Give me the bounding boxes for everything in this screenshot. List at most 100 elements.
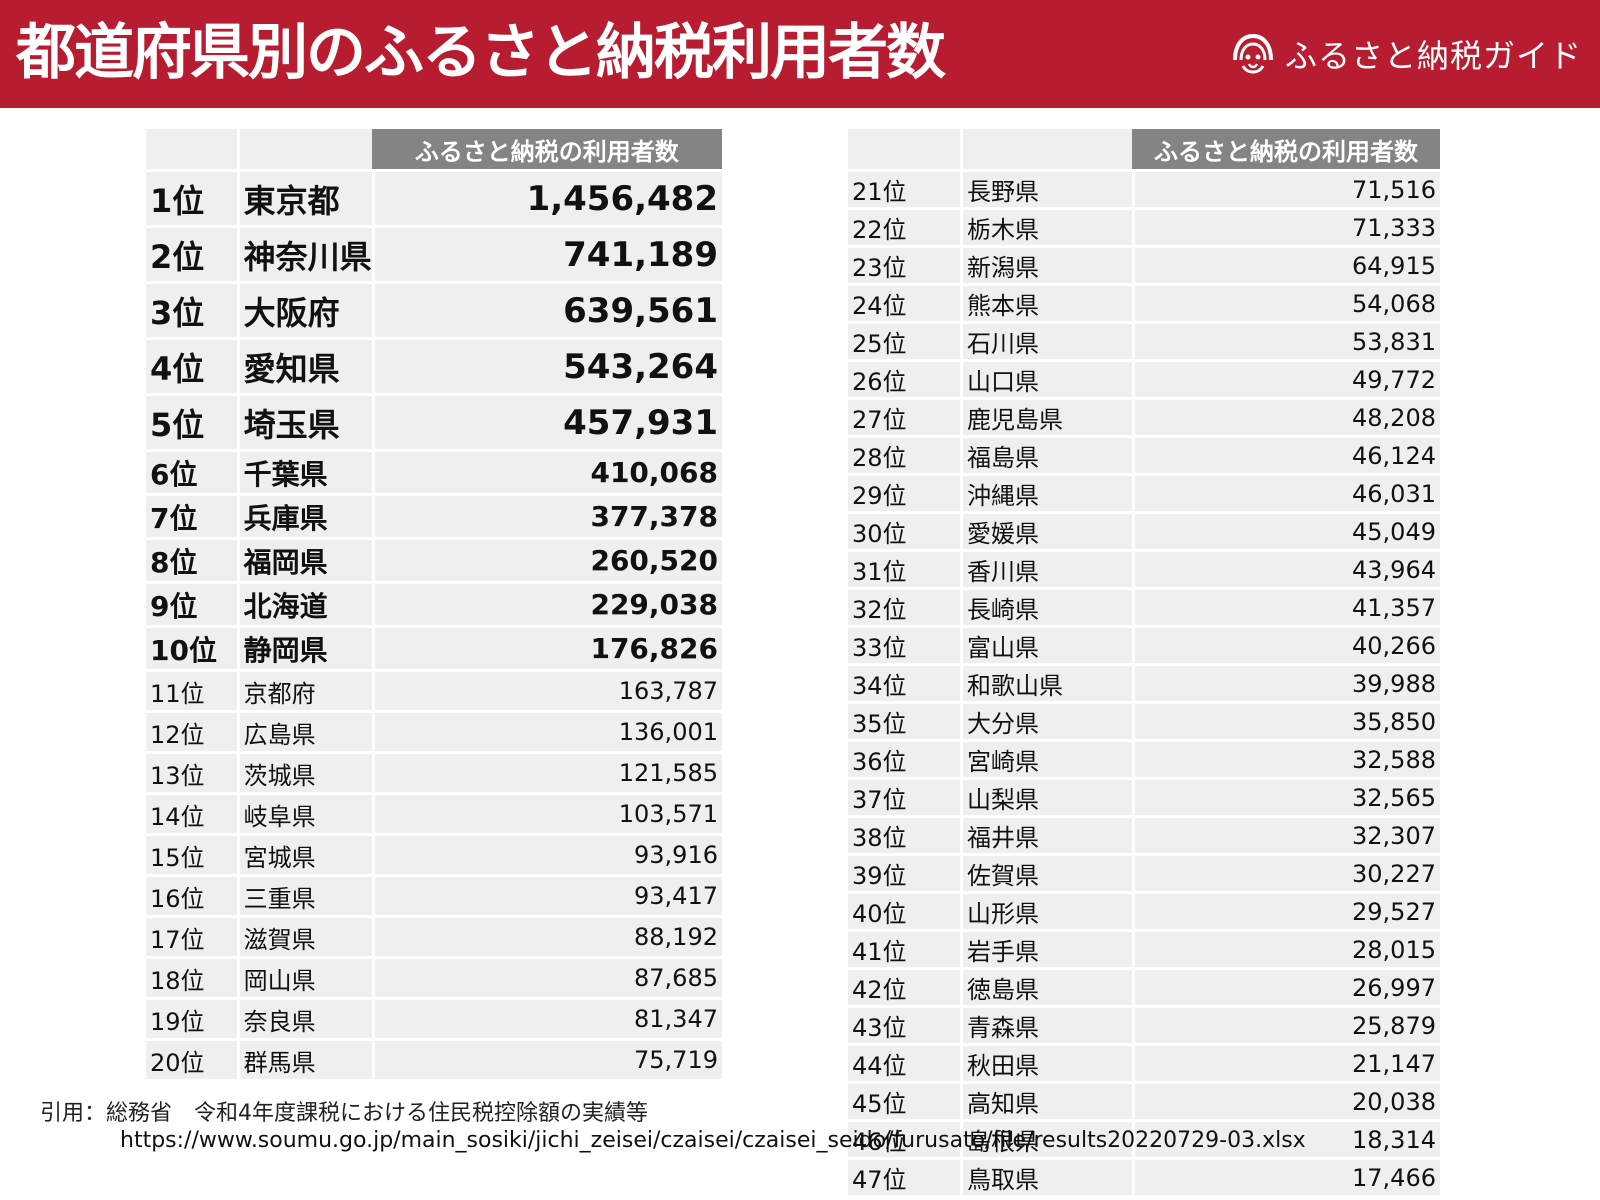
table-row: 30位 愛媛県 45,049 [848,514,1440,549]
user-count-cell: 410,068 [371,452,722,493]
rank-cell: 41位 [848,932,960,967]
table-row: 21位 長野県 71,516 [848,172,1440,207]
user-count-cell: 45,049 [1132,514,1440,549]
table-row: 4位 愛知県 543,264 [146,340,722,393]
prefecture-cell: 神奈川県 [236,228,372,281]
table-row: 47位 鳥取県 17,466 [848,1160,1440,1195]
table-row: 18位 岡山県 87,685 [146,959,722,997]
user-count-cell: 25,879 [1132,1008,1440,1043]
prefecture-cell: 福井県 [960,818,1132,853]
prefecture-cell: 福島県 [960,438,1132,473]
table-row: 5位 埼玉県 457,931 [146,396,722,449]
rank-cell: 22位 [848,210,960,245]
rank-cell: 31位 [848,552,960,587]
table-row: 26位 山口県 49,772 [848,362,1440,397]
prefecture-cell: 栃木県 [960,210,1132,245]
user-count-cell: 26,997 [1132,970,1440,1005]
rank-cell: 29位 [848,476,960,511]
user-count-cell: 88,192 [371,918,722,956]
rank-cell: 47位 [848,1160,960,1195]
prefecture-cell: 和歌山県 [960,666,1132,701]
rank-cell: 38位 [848,818,960,853]
furusato-logo-icon [1232,33,1273,74]
table-row: 40位 山形県 29,527 [848,894,1440,929]
header-banner: 都道府県別のふるさと納税利用者数 ふるさと納税ガイド [0,0,1600,108]
user-count-cell: 30,227 [1132,856,1440,891]
prefecture-cell: 高知県 [960,1084,1132,1119]
header-blank-cell [848,129,960,169]
user-count-cell: 377,378 [371,496,722,537]
prefecture-cell: 兵庫県 [236,496,372,537]
rank-cell: 34位 [848,666,960,701]
prefecture-cell: 長野県 [960,172,1132,207]
prefecture-cell: 岐阜県 [236,795,372,833]
prefecture-cell: 京都府 [236,672,372,710]
prefecture-cell: 奈良県 [236,1000,372,1038]
prefecture-cell: 茨城県 [236,754,372,792]
user-count-cell: 229,038 [371,584,722,625]
citation-url[interactable]: https://www.soumu.go.jp/main_sosiki/jich… [120,1128,1306,1153]
prefecture-cell: 埼玉県 [236,396,372,449]
prefecture-cell: 岩手県 [960,932,1132,967]
table-row: 35位 大分県 35,850 [848,704,1440,739]
user-count-cell: 46,124 [1132,438,1440,473]
prefecture-cell: 新潟県 [960,248,1132,283]
user-count-cell: 46,031 [1132,476,1440,511]
table-row: 17位 滋賀県 88,192 [146,918,722,956]
table-row: 6位 千葉県 410,068 [146,452,722,493]
user-count-cell: 48,208 [1132,400,1440,435]
user-count-cell: 75,719 [371,1041,722,1079]
rank-cell: 46位 [848,1122,960,1157]
table-row: 9位 北海道 229,038 [146,584,722,625]
user-count-cell: 18,314 [1132,1122,1440,1157]
table-row: 11位 京都府 163,787 [146,672,722,710]
user-count-cell: 29,527 [1132,894,1440,929]
prefecture-cell: 石川県 [960,324,1132,359]
prefecture-cell: 広島県 [236,713,372,751]
table-row: 41位 岩手県 28,015 [848,932,1440,967]
prefecture-cell: 山形県 [960,894,1132,929]
page-title: 都道府県別のふるさと納税利用者数 [16,18,946,88]
user-count-cell: 41,357 [1132,590,1440,625]
user-count-cell: 103,571 [371,795,722,833]
prefecture-cell: 島根県 [960,1122,1132,1157]
rank-cell: 13位 [146,754,237,792]
prefecture-cell: 青森県 [960,1008,1132,1043]
prefecture-cell: 熊本県 [960,286,1132,321]
user-count-cell: 81,347 [371,1000,722,1038]
prefecture-cell: 宮城県 [236,836,372,874]
prefecture-cell: 富山県 [960,628,1132,663]
table-header-row: ふるさと納税の利用者数 [146,129,722,169]
rank-cell: 32位 [848,590,960,625]
table-row: 13位 茨城県 121,585 [146,754,722,792]
rank-cell: 14位 [146,795,237,833]
table-row: 7位 兵庫県 377,378 [146,496,722,537]
table-row: 15位 宮城県 93,916 [146,836,722,874]
rank-cell: 40位 [848,894,960,929]
rank-cell: 43位 [848,1008,960,1043]
rank-cell: 19位 [146,1000,237,1038]
rank-cell: 10位 [146,628,237,669]
user-count-cell: 1,456,482 [371,172,722,225]
table-row: 45位 高知県 20,038 [848,1084,1440,1119]
rank-cell: 35位 [848,704,960,739]
table-row: 32位 長崎県 41,357 [848,590,1440,625]
rank-cell: 9位 [146,584,237,625]
prefecture-cell: 三重県 [236,877,372,915]
rank-cell: 33位 [848,628,960,663]
table-row: 31位 香川県 43,964 [848,552,1440,587]
brand-name: ふるさと納税ガイド [1284,37,1582,75]
user-count-cell: 49,772 [1132,362,1440,397]
rank-cell: 12位 [146,713,237,751]
user-count-cell: 64,915 [1132,248,1440,283]
table-row: 37位 山梨県 32,565 [848,780,1440,815]
prefecture-cell: 福岡県 [236,540,372,581]
table-row: 43位 青森県 25,879 [848,1008,1440,1043]
table-row: 27位 鹿児島県 48,208 [848,400,1440,435]
table-row: 29位 沖縄県 46,031 [848,476,1440,511]
prefecture-cell: 鳥取県 [960,1160,1132,1195]
table-row: 33位 富山県 40,266 [848,628,1440,663]
brand-logo[interactable]: ふるさと納税ガイド [1229,30,1582,78]
rank-cell: 25位 [848,324,960,359]
user-count-cell: 32,565 [1132,780,1440,815]
